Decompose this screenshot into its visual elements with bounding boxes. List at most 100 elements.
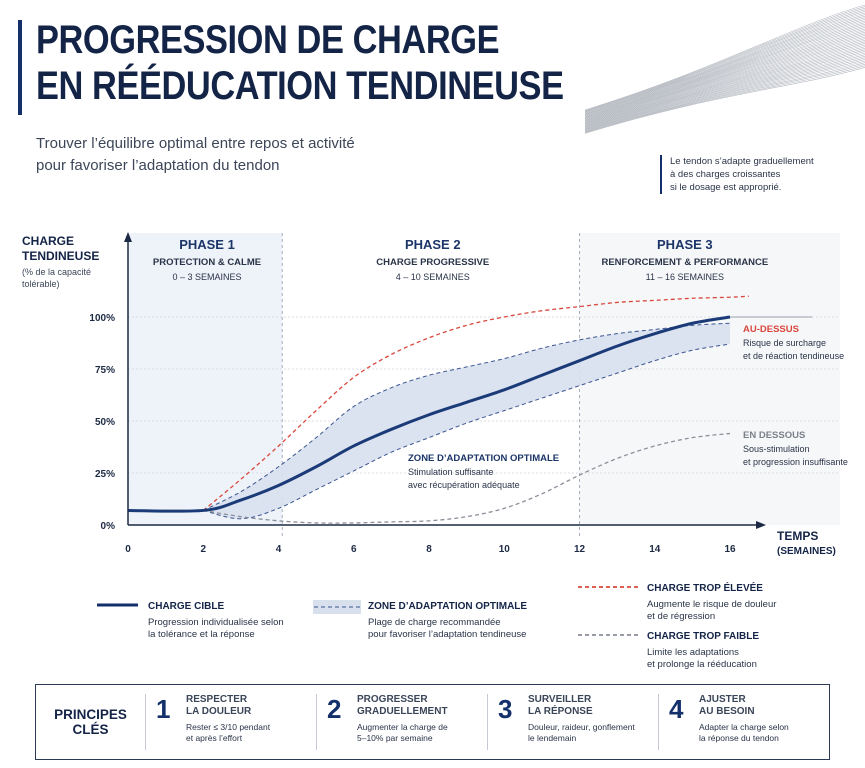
fiber-stroke [584,7,865,112]
fiber-stroke [584,60,865,132]
x-tick-label: 0 [125,544,131,555]
principle-number: 1 [156,694,171,724]
x-tick-label: 14 [649,544,661,555]
principle-title-2: AU BESOIN [699,706,755,717]
principle-title-2: LA RÉPONSE [528,706,593,717]
fiber-stroke [584,33,865,122]
fiber-stroke [584,55,865,130]
note-line-2: à des charges croissantes [670,169,781,180]
legend-high-swatch [578,586,638,588]
principle-title-1: SURVEILLER [528,694,592,705]
x-axis-arrow [756,521,766,529]
tendon-note: Le tendon s’adapte graduellement à des c… [660,155,830,194]
legend-zone-desc-1: Plage de charge recommandée [368,617,501,628]
fiber-stroke [584,6,865,111]
phase-name: PHASE 3 [657,237,713,252]
fiber-stroke [584,41,865,125]
phase-subtitle: PROTECTION & CALME [153,257,261,268]
principle-desc-1: Rester ≤ 3/10 pendant [186,722,271,732]
fiber-stroke [584,65,865,134]
fiber-stroke [584,25,865,119]
x-axis-title-2: (SEMAINES) [777,546,836,557]
fiber-stroke [584,23,865,118]
legend-high-desc-2: et de régression [647,611,716,622]
y-axis-arrow [124,232,132,242]
legend-target-swatch [97,603,138,607]
y-axis-sub-1: (% de la capacité [22,267,91,277]
fiber-stroke [584,20,865,117]
principle-title-1: AJUSTER [699,694,746,705]
title-accent-bar [18,20,22,115]
fiber-stroke [584,36,865,123]
zone-annotation-desc-1: Stimulation suffisante [408,467,493,477]
phase-name: PHASE 2 [405,237,461,252]
x-tick-label: 6 [351,544,357,555]
fiber-stroke [584,11,865,113]
y-axis-title-2: TENDINEUSE [22,249,99,263]
legend-zone: ZONE D’ADAPTATION OPTIMALE Plage de char… [368,601,527,641]
tendon-fiber-illustration [584,4,865,134]
x-tick-label: 12 [574,544,586,555]
below-annotation-desc-1: Sous-stimulation [743,444,810,454]
fiber-stroke [584,67,865,134]
load-progression-chart: 0 2 4 6 8 10 12 14 16 0% 25% 50% 75% 100% CHARGETENDIN… [22,232,848,557]
principle-title-2: LA DOULEUR [186,706,252,717]
subtitle-line-1: Trouver l’équilibre optimal entre repos … [36,135,355,152]
fiber-stroke [584,62,865,132]
x-tick-label: 4 [276,544,282,555]
fiber-stroke [584,4,865,111]
legend-high: CHARGE TROP ÉLEVÉE Augmente le risque de… [647,583,776,623]
y-tick-label: 25% [95,469,115,480]
fiber-stroke [584,22,865,117]
x-tick-label: 2 [200,544,206,555]
title-line-1: PROGRESSION DE CHARGE [36,18,500,62]
x-axis-title-1: TEMPS [777,529,818,543]
fiber-stroke [584,51,865,128]
fiber-stroke [584,44,865,126]
principle-desc-1: Augmenter la charge de [357,722,448,732]
y-tick-label: 100% [89,313,115,324]
principle-desc-1: Adapter la charge selon [699,722,789,732]
key-principles-box: PRINCIPES CLÉS 1 RESPECTER LA DOULEUR Re… [35,684,830,760]
x-tick-label: 10 [499,544,511,555]
principle-title-2: GRADUELLEMENT [357,706,448,717]
principle-item: 1 RESPECTER LA DOULEUR Rester ≤ 3/10 pen… [145,694,316,750]
y-axis-title-1: CHARGE [22,234,74,248]
fiber-stroke [584,46,865,126]
fiber-stroke [584,9,865,113]
fiber-stroke [584,27,865,119]
optimal-zone-area [203,323,730,519]
too-high-line [202,295,749,511]
page-subtitle: Trouver l’équilibre optimal entre repos … [36,133,355,177]
y-axis-sub-2: tolérable) [22,279,60,289]
fiber-stroke [584,17,865,116]
fiber-stroke [584,39,865,124]
principle-desc-1: Douleur, raideur, gonflement [528,722,635,732]
fiber-stroke [584,30,865,120]
legend-target-desc-2: la tolérance et la réponse [148,629,255,640]
principle-title-1: PROGRESSER [357,694,428,705]
legend-target-title: CHARGE CIBLE [148,601,225,612]
fiber-stroke [584,28,865,120]
phase-range: 11 – 16 SEMAINES [646,272,724,282]
legend-low-desc-2: et prolonge la rééducation [647,659,757,670]
x-tick-label: 8 [426,544,432,555]
page-title: PROGRESSION DE CHARGE EN RÉÉDUCATION TEN… [36,17,564,109]
y-tick-label: 75% [95,365,115,376]
above-annotation-desc-2: et de réaction tendineuse [743,351,844,361]
legend-zone-swatch [313,600,361,614]
fiber-stroke [584,43,865,125]
fiber-stroke [584,38,865,123]
zone-annotation-desc-2: avec récupération adéquate [408,480,520,490]
fiber-stroke [584,52,865,129]
phase-range: 0 – 3 SEMAINES [172,272,241,282]
fiber-stroke [584,12,865,114]
target-load-line [127,315,731,513]
legend-low-swatch [578,634,638,636]
above-annotation-title: AU-DESSUS [743,324,799,335]
fiber-stroke [584,57,865,131]
phase-name: PHASE 1 [179,237,235,252]
zone-upper-bound [203,322,731,511]
legend-low-desc-1: Limite les adaptations [647,647,739,658]
principle-desc-2: le lendemain [528,733,577,743]
